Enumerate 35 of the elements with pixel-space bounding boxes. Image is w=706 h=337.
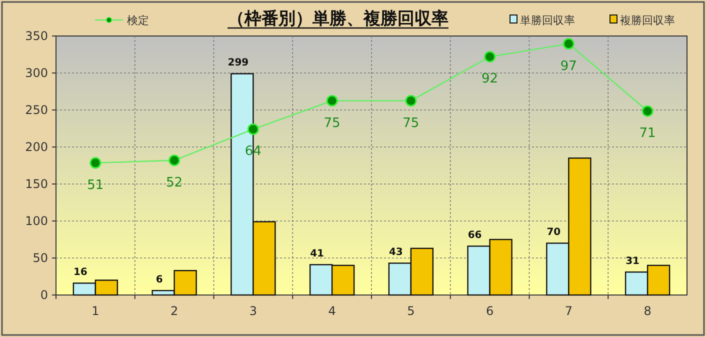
data-label: 52 bbox=[166, 175, 183, 190]
data-label: 43 bbox=[388, 247, 403, 258]
data-label: 31 bbox=[626, 256, 640, 268]
y-tick-label: 0 bbox=[40, 288, 48, 302]
data-label: 75 bbox=[402, 116, 420, 131]
x-tick-label: 4 bbox=[328, 304, 336, 318]
data-label: 92 bbox=[482, 72, 498, 87]
y-tick-label: 100 bbox=[25, 214, 48, 228]
legend-label: 単勝回収率 bbox=[520, 14, 575, 27]
y-tick-label: 250 bbox=[25, 103, 48, 117]
data-label: 71 bbox=[639, 126, 656, 142]
data-label: 70 bbox=[546, 227, 561, 238]
x-tick-label: 1 bbox=[92, 304, 100, 318]
y-tick-label: 200 bbox=[25, 140, 48, 154]
y-tick-label: 350 bbox=[25, 29, 48, 43]
y-tick-label: 150 bbox=[25, 177, 48, 191]
x-tick-label: 8 bbox=[644, 304, 652, 318]
x-tick-label: 7 bbox=[564, 304, 573, 318]
data-label: 97 bbox=[560, 58, 577, 74]
data-label: 41 bbox=[310, 248, 324, 260]
data-label: 16 bbox=[73, 267, 88, 278]
data-label: 299 bbox=[228, 58, 249, 69]
y-tick-label: 50 bbox=[32, 251, 48, 265]
data-label: 6 bbox=[156, 274, 163, 286]
legend-label: 複勝回収率 bbox=[620, 14, 675, 27]
x-tick-label: 5 bbox=[407, 304, 415, 318]
y-tick-label: 300 bbox=[25, 66, 48, 80]
data-label: 75 bbox=[324, 116, 340, 131]
chart-title: （枠番別）単勝、複勝回収率 bbox=[228, 9, 448, 29]
data-label: 51 bbox=[87, 178, 104, 193]
data-label: 66 bbox=[468, 230, 482, 242]
x-tick-label: 6 bbox=[486, 304, 494, 318]
x-tick-label: 3 bbox=[249, 304, 258, 318]
x-tick-label: 2 bbox=[170, 304, 178, 318]
legend-label: 検定 bbox=[127, 14, 149, 27]
